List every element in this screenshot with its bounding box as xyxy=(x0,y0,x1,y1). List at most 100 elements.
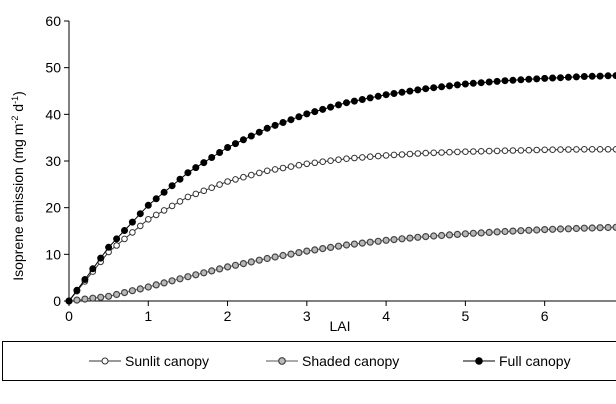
data-point xyxy=(541,226,549,234)
data-point xyxy=(239,136,247,144)
data-point xyxy=(271,253,279,261)
data-point xyxy=(390,236,398,244)
data-point xyxy=(382,236,390,244)
data-point xyxy=(247,258,255,266)
data-point xyxy=(128,287,136,295)
data-point xyxy=(137,222,144,230)
data-point xyxy=(112,290,121,299)
data-point xyxy=(604,223,612,232)
data-point xyxy=(533,146,541,154)
data-point xyxy=(461,80,469,88)
data-point xyxy=(374,92,382,100)
data-point xyxy=(485,228,493,236)
chart: 0 10 20 30 40 50 60 0 1 2 3 4 5 6 LAI Isoprene emissi… xyxy=(10,13,616,334)
data-point xyxy=(144,201,152,209)
data-point xyxy=(327,157,334,164)
data-point xyxy=(564,73,572,81)
y-tick-label: 20 xyxy=(45,200,61,216)
data-point xyxy=(232,140,239,148)
data-point xyxy=(509,147,517,154)
data-point xyxy=(359,154,366,161)
data-point xyxy=(311,159,319,167)
data-point xyxy=(303,110,311,118)
legend-item-full: Full canopy xyxy=(463,350,571,372)
data-point xyxy=(216,265,224,273)
data-point xyxy=(350,97,358,105)
data-point xyxy=(136,285,144,293)
data-point xyxy=(319,105,327,113)
legend-label-full: Full canopy xyxy=(499,353,571,369)
data-point xyxy=(477,229,485,237)
data-point xyxy=(160,207,168,214)
data-point xyxy=(113,235,121,243)
data-point xyxy=(564,225,573,233)
x-tick-label: 0 xyxy=(65,308,73,324)
data-point xyxy=(596,146,604,153)
series-sunlit-canopy xyxy=(65,146,616,305)
data-point xyxy=(240,173,247,181)
data-point xyxy=(422,149,430,157)
data-point xyxy=(509,76,517,84)
data-point xyxy=(311,108,319,116)
data-point xyxy=(358,239,366,247)
data-point xyxy=(255,256,263,264)
data-point xyxy=(89,294,97,302)
data-point xyxy=(263,167,271,175)
data-point xyxy=(120,289,129,297)
data-point xyxy=(517,76,525,84)
y-axis-label: Isoprene emission (mg m-2 d-1) xyxy=(10,91,26,281)
data-point xyxy=(287,250,295,258)
data-point xyxy=(200,159,208,167)
data-point xyxy=(295,113,303,121)
data-point xyxy=(152,195,160,203)
data-point xyxy=(200,187,208,195)
x-tick-label: 2 xyxy=(224,308,232,324)
data-point xyxy=(168,277,176,285)
open-circle-marker-icon xyxy=(89,357,121,365)
data-point xyxy=(501,227,509,236)
data-point xyxy=(208,184,215,191)
data-point xyxy=(509,227,517,235)
data-point xyxy=(271,166,279,173)
data-point xyxy=(73,286,81,294)
data-point xyxy=(343,99,350,107)
data-point xyxy=(358,96,366,103)
series-full-canopy xyxy=(65,72,616,305)
data-point xyxy=(414,150,422,157)
x-tick-label: 4 xyxy=(382,308,390,324)
data-point xyxy=(438,83,446,91)
y-axis-label-part3: ) xyxy=(10,91,26,96)
data-point xyxy=(105,243,113,251)
data-point xyxy=(414,86,422,94)
data-point xyxy=(319,245,327,253)
data-point xyxy=(604,146,612,153)
data-point xyxy=(501,77,509,85)
data-point xyxy=(390,90,398,97)
data-point xyxy=(612,72,616,80)
data-point xyxy=(557,146,564,153)
data-point xyxy=(374,237,382,245)
legend-item-shaded: Shaded canopy xyxy=(266,350,399,372)
data-point xyxy=(129,229,136,236)
data-point xyxy=(596,224,604,232)
data-point xyxy=(287,163,295,170)
data-point xyxy=(224,144,232,151)
data-point xyxy=(446,148,453,156)
data-point xyxy=(327,243,335,251)
data-point xyxy=(541,146,549,154)
data-point xyxy=(454,148,461,156)
data-point xyxy=(430,149,438,157)
data-point xyxy=(548,225,557,233)
data-point xyxy=(192,190,200,198)
data-point xyxy=(533,226,541,234)
data-point xyxy=(430,84,438,92)
series-line xyxy=(68,148,616,302)
data-point xyxy=(144,283,152,291)
data-point xyxy=(525,146,533,154)
x-axis-label: LAI xyxy=(329,318,350,334)
y-tick-label: 40 xyxy=(45,106,61,122)
data-point xyxy=(406,150,414,158)
data-point xyxy=(335,101,342,109)
data-point xyxy=(104,292,113,300)
data-point xyxy=(493,77,501,85)
